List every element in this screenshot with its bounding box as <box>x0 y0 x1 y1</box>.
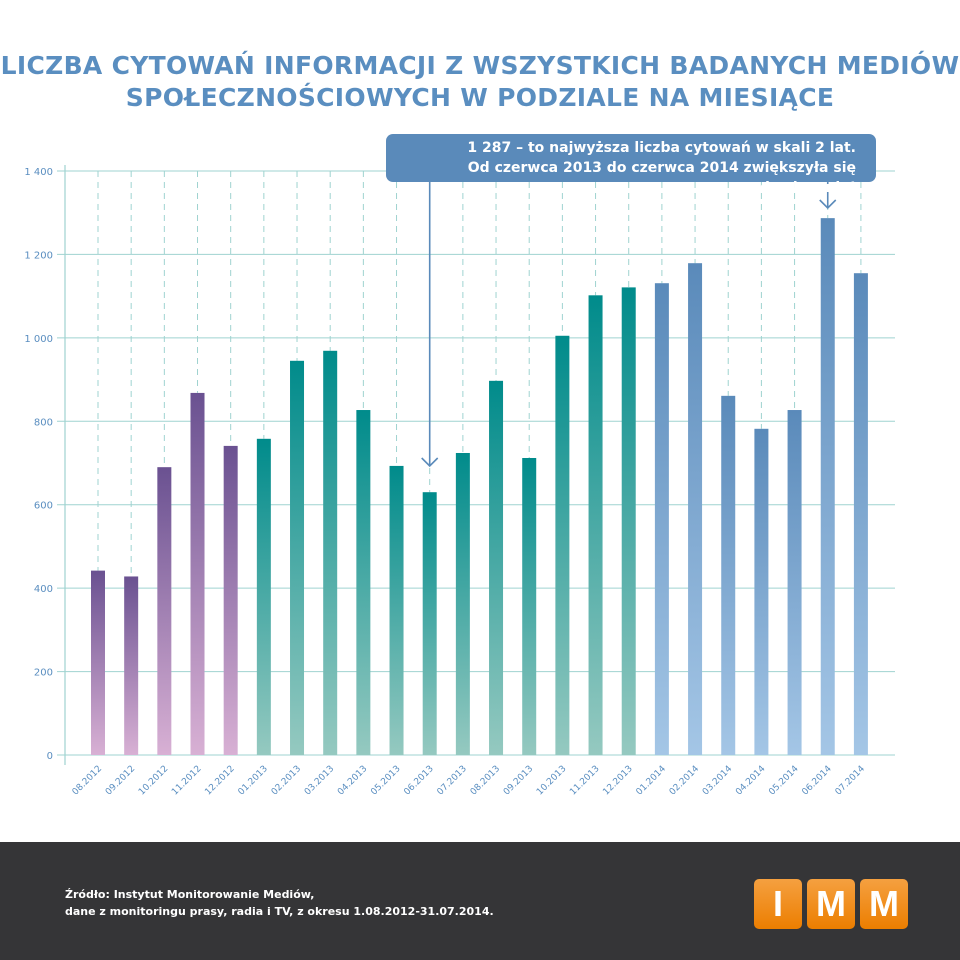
x-tick-label: 02.2013 <box>270 764 303 797</box>
logo-letter: I <box>754 879 802 929</box>
y-tick-label: 1 000 <box>24 334 53 345</box>
x-tick-label: 01.2014 <box>635 764 669 798</box>
logo-letter: M <box>807 879 855 929</box>
callout-line: Od czerwca 2013 do czerwca 2014 zwiększy… <box>467 160 856 196</box>
x-tick-label: 02.2014 <box>668 764 702 798</box>
bar-04.2014 <box>754 428 769 755</box>
x-tick-label: 04.2014 <box>734 764 768 798</box>
x-tick-label: 10.2012 <box>137 764 170 797</box>
x-tick-label: 06.2014 <box>800 764 834 798</box>
bar-01.2013 <box>256 438 271 755</box>
footer: Źródło: Instytut Monitorowanie Mediów, d… <box>0 842 960 960</box>
x-tick-label: 03.2014 <box>701 764 735 798</box>
bar-05.2013 <box>389 465 404 755</box>
x-tick-label: 10.2013 <box>535 764 568 797</box>
bar-11.2012 <box>190 392 205 755</box>
arrow-icon <box>819 182 837 210</box>
bar-10.2012 <box>157 467 172 755</box>
x-tick-label: 05.2013 <box>369 764 402 797</box>
y-tick-label: 1 200 <box>24 250 53 261</box>
bar-12.2013 <box>621 287 636 755</box>
bar-01.2014 <box>654 283 669 755</box>
x-tick-label: 09.2013 <box>502 764 535 797</box>
x-tick-label: 05.2014 <box>767 764 801 798</box>
bar-02.2013 <box>290 360 305 755</box>
callout-line: 1 287 – to najwyższa liczba cytowań w sk… <box>467 140 856 156</box>
x-tick-label: 12.2013 <box>601 764 634 797</box>
x-tick-label: 08.2013 <box>469 764 502 797</box>
bar-06.2014 <box>820 218 835 755</box>
arrow-icon <box>421 182 439 468</box>
source-note: Źródło: Instytut Monitorowanie Mediów, d… <box>65 886 494 920</box>
bar-07.2013 <box>455 452 470 755</box>
title-line: SPOŁECZNOŚCIOWYCH W PODZIALE NA MIESIĄCE <box>125 83 835 112</box>
source-line: dane z monitoringu prasy, radia i TV, z … <box>65 905 494 918</box>
bar-12.2012 <box>223 445 238 755</box>
x-tick-label: 03.2013 <box>303 764 336 797</box>
bar-08.2013 <box>489 380 504 755</box>
x-tick-label: 08.2012 <box>71 764 104 797</box>
y-tick-label: 400 <box>34 584 53 595</box>
logo-letter: M <box>860 879 908 929</box>
y-tick-label: 1 400 <box>24 167 53 178</box>
x-tick-label: 09.2012 <box>104 764 137 797</box>
bar-09.2013 <box>522 457 537 755</box>
bar-04.2013 <box>356 410 371 755</box>
bar-05.2014 <box>787 410 802 755</box>
bar-09.2012 <box>124 576 139 755</box>
x-tick-label: 01.2013 <box>237 764 270 797</box>
source-line: Źródło: Instytut Monitorowanie Mediów, <box>65 888 315 901</box>
x-tick-label: 11.2013 <box>568 764 601 797</box>
y-tick-label: 600 <box>34 501 53 512</box>
annotation-callout: 1 287 – to najwyższa liczba cytowań w sk… <box>386 134 876 196</box>
y-tick-label: 200 <box>34 668 53 679</box>
x-tick-label: 12.2012 <box>203 764 236 797</box>
bar-06.2013 <box>422 492 437 755</box>
x-tick-label: 04.2013 <box>336 764 369 797</box>
bar-11.2013 <box>588 295 603 755</box>
x-tick-label: 07.2013 <box>436 764 469 797</box>
chart-title: LICZBA CYTOWAŃ INFORMACJI Z WSZYSTKICH B… <box>0 50 960 114</box>
x-tick-label: 07.2014 <box>834 764 868 798</box>
x-tick-label: 11.2012 <box>170 764 203 797</box>
x-tick-label: 06.2013 <box>402 764 435 797</box>
bar-03.2014 <box>721 395 736 755</box>
y-tick-label: 800 <box>34 417 53 428</box>
bar-07.2014 <box>853 273 868 755</box>
bar-10.2013 <box>555 335 570 755</box>
title-line: LICZBA CYTOWAŃ INFORMACJI Z WSZYSTKICH B… <box>0 51 960 80</box>
bar-03.2013 <box>323 350 338 755</box>
bar-08.2012 <box>91 570 105 755</box>
imm-logo: I M M <box>754 879 908 929</box>
bar-02.2014 <box>688 263 703 755</box>
y-tick-label: 0 <box>47 751 53 762</box>
